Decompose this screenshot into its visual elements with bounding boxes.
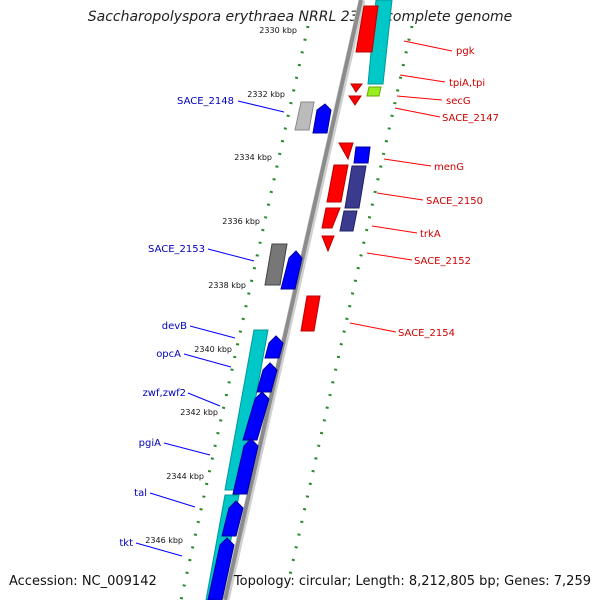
gene-label-devB: devB bbox=[162, 321, 187, 332]
topology-label: Topology: circular; Length: 8,212,805 bp… bbox=[233, 574, 591, 589]
gene-label-SACE_2150: SACE_2150 bbox=[426, 196, 483, 207]
gene-feature-tal bbox=[221, 500, 244, 537]
gene-feature-SACE_2148-gray bbox=[294, 101, 315, 131]
tick-label: 2346 kbp bbox=[145, 536, 183, 545]
gene-feature-pgiA bbox=[232, 438, 259, 495]
gene-feature-tkt bbox=[207, 537, 235, 600]
outer-dotted-track-right bbox=[288, 25, 414, 576]
gene-feature-opcA bbox=[256, 362, 278, 393]
tick-label: 2336 kbp bbox=[222, 217, 260, 226]
gene-label-SACE_2154: SACE_2154 bbox=[398, 328, 455, 339]
gene-label-secG: secG bbox=[446, 96, 471, 107]
gene-feature-secG-lime bbox=[366, 86, 382, 97]
gene-feature-SACE_2154 bbox=[300, 295, 321, 332]
left-leader-lines bbox=[135, 100, 285, 557]
tick-label: 2342 kbp bbox=[180, 408, 218, 417]
gene-label-menG: menG bbox=[434, 162, 464, 173]
gene-feature-pgk bbox=[355, 5, 379, 53]
gene-label-SACE_2152: SACE_2152 bbox=[414, 256, 471, 267]
gene-feature-menG bbox=[338, 142, 354, 161]
tick-label: 2338 kbp bbox=[208, 281, 246, 290]
tick-label: 2344 kbp bbox=[166, 472, 204, 481]
gene-feature-menG-blue bbox=[353, 146, 371, 164]
gene-label-tal: tal bbox=[134, 488, 147, 499]
gene-label-SACE_2148: SACE_2148 bbox=[177, 96, 234, 107]
gene-feature-SACE_2153-gray bbox=[264, 243, 288, 286]
gene-feature-indigo bbox=[339, 210, 358, 232]
gene-feature-SACE_2153-blue bbox=[280, 250, 303, 290]
genome-backbone bbox=[223, 0, 363, 600]
gene-feature-zwf bbox=[242, 391, 270, 441]
gene-feature-devB bbox=[264, 335, 284, 359]
gene-feature-SACE_2152 bbox=[321, 235, 335, 253]
gene-label-pgk: pgk bbox=[456, 46, 475, 57]
gene-feature-indigo bbox=[344, 165, 367, 209]
gene-feature-SACE_2148-blue bbox=[312, 103, 332, 134]
gene-label-opcA: opcA bbox=[156, 349, 181, 360]
gene-label-SACE_2153: SACE_2153 bbox=[148, 244, 205, 255]
tick-label: 2340 kbp bbox=[194, 345, 232, 354]
gene-feature-secG bbox=[348, 95, 362, 106]
kbp-tick-labels: 2330 kbp 2332 kbp 2334 kbp 2336 kbp 2338… bbox=[145, 26, 297, 545]
gene-label-zwf: zwf,zwf2 bbox=[143, 388, 186, 399]
tick-label: 2332 kbp bbox=[247, 90, 285, 99]
gene-label-trkA: trkA bbox=[420, 229, 441, 240]
left-gene-labels: SACE_2148 SACE_2153 devB opcA zwf,zwf2 p… bbox=[119, 96, 234, 549]
gene-feature-tpiA bbox=[350, 83, 363, 93]
tick-label: 2334 kbp bbox=[234, 153, 272, 162]
tick-label: 2330 kbp bbox=[259, 26, 297, 35]
gene-label-tpiA: tpiA,tpi bbox=[449, 78, 485, 89]
right-gene-labels: pgk tpiA,tpi secG SACE_2147 menG SACE_21… bbox=[398, 46, 499, 339]
gene-label-SACE_2147: SACE_2147 bbox=[442, 113, 499, 124]
gene-feature-SACE_2150 bbox=[326, 164, 349, 203]
gene-feature-trkA bbox=[321, 207, 341, 229]
accession-label: Accession: NC_009142 bbox=[9, 574, 157, 589]
genome-title: Saccharopolyspora erythraea NRRL 2338, c… bbox=[87, 9, 513, 25]
gene-label-pgiA: pgiA bbox=[139, 438, 161, 449]
gene-label-tkt: tkt bbox=[119, 538, 133, 549]
right-leader-lines bbox=[349, 40, 453, 333]
